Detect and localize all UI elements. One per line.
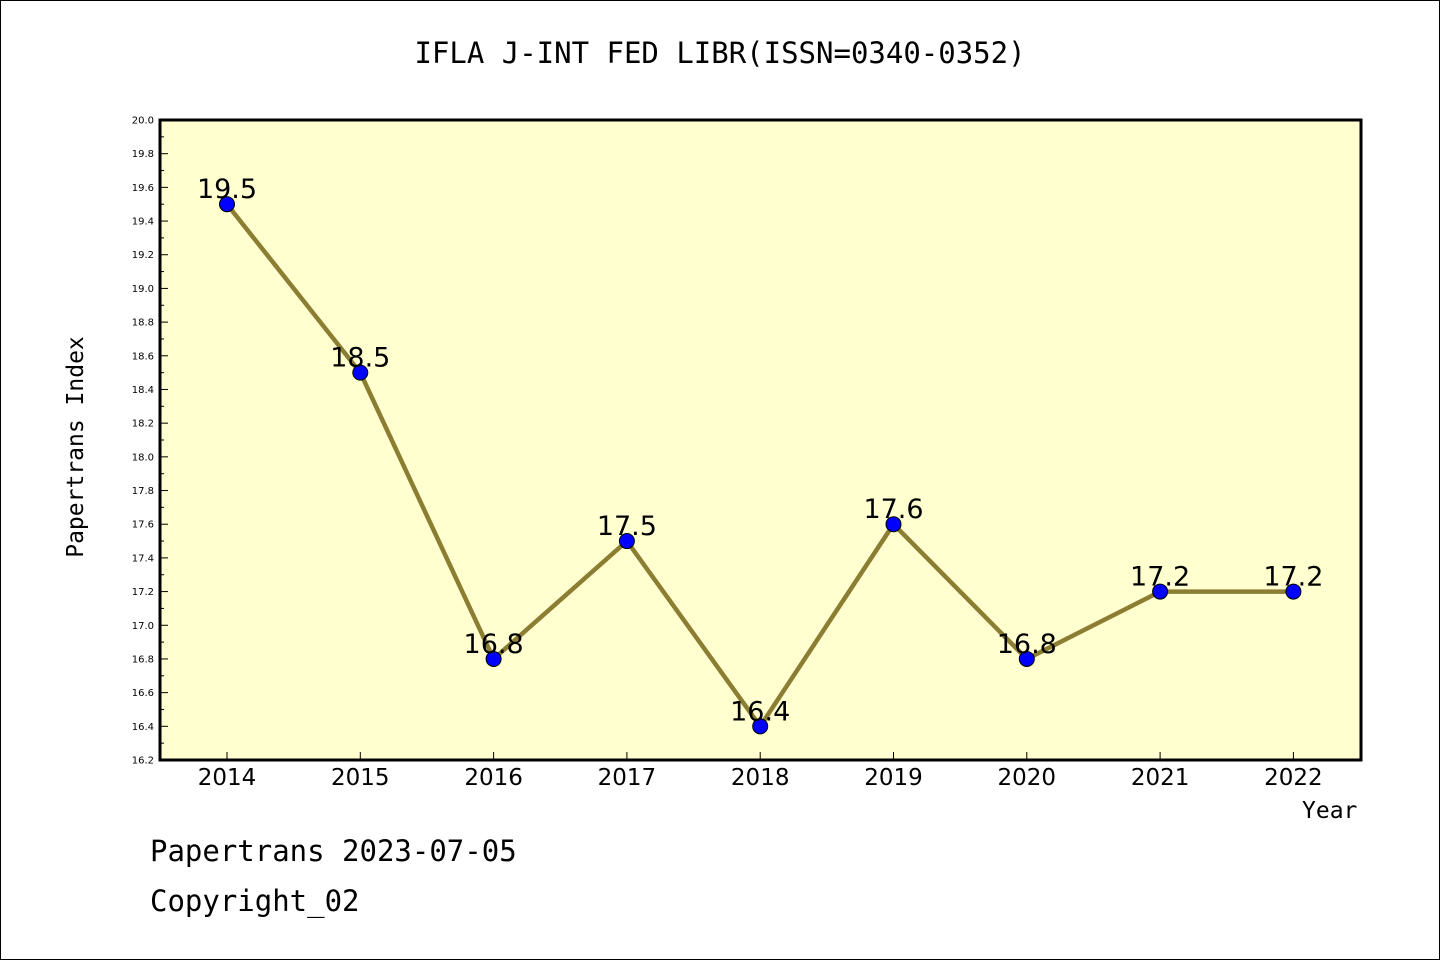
y-tick-label: 17.6 [132,520,154,531]
x-tick-label: 2019 [864,765,923,791]
x-tick-label: 2014 [198,765,257,791]
y-tick-label: 17.4 [132,553,154,564]
x-tick-label: 2016 [464,765,523,791]
y-tick-label: 19.6 [132,183,154,194]
y-tick-label: 19.0 [132,284,154,295]
plot-area [160,120,1361,760]
y-tick-label: 18.6 [132,351,154,362]
y-tick-label: 18.8 [132,318,154,329]
y-tick-label: 16.4 [132,722,154,733]
data-point [618,533,635,550]
data-point [1018,650,1035,667]
x-tick-label: 2018 [731,765,790,791]
data-point [885,516,902,533]
y-tick-label: 19.2 [132,250,154,261]
y-tick-label: 17.0 [132,621,154,632]
x-tick-label: 2020 [998,765,1057,791]
y-tick-label: 17.8 [132,486,154,497]
y-tick-label: 18.0 [132,452,154,463]
y-tick-label: 17.2 [132,587,154,598]
x-tick-label: 2017 [598,765,657,791]
y-tick-label: 18.4 [132,385,154,396]
data-point [219,196,235,213]
chart-title: IFLA J-INT FED LIBR(ISSN=0340-0352) [414,36,1026,70]
data-label: 16.4 [730,696,790,727]
data-point [1285,583,1302,600]
data-label: 17.2 [1263,562,1323,593]
x-tick-label: 2021 [1131,765,1190,791]
data-point [485,650,502,667]
data-label: 16.8 [997,629,1057,660]
data-label: 17.2 [1130,562,1190,593]
y-tick-label: 20.0 [132,116,154,127]
data-label: 18.5 [330,343,390,374]
data-point [752,718,769,735]
data-label: 17.5 [597,511,657,542]
data-point [352,364,369,381]
y-tick-label: 16.8 [132,654,154,665]
y-tick-label: 19.8 [132,149,154,160]
y-tick-label: 16.2 [132,756,154,767]
plot-border [158,118,1363,762]
y-tick-label: 16.6 [132,688,154,699]
x-axis-label: Year [1302,798,1358,824]
footer-copyright: Copyright_02 [150,884,360,918]
y-tick-label: 19.4 [132,217,154,228]
data-label: 16.8 [464,629,524,660]
x-tick-label: 2015 [331,765,390,791]
x-tick-label: 2022 [1264,765,1323,791]
data-label: 17.6 [863,494,923,525]
data-point [1152,583,1169,600]
footer-date: Papertrans 2023-07-05 [150,834,517,868]
data-label: 19.5 [197,174,257,205]
y-tick-label: 18.2 [132,419,154,430]
